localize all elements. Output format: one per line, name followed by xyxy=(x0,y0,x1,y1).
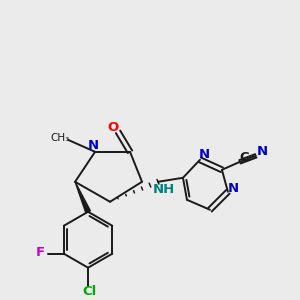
Text: F: F xyxy=(35,246,44,259)
Text: O: O xyxy=(107,122,119,134)
Text: N: N xyxy=(198,148,209,161)
Text: CH₃: CH₃ xyxy=(50,133,70,143)
Text: N: N xyxy=(256,145,267,158)
Text: N: N xyxy=(88,139,99,152)
Text: Cl: Cl xyxy=(82,285,96,298)
Text: NH: NH xyxy=(153,183,175,196)
Text: N: N xyxy=(227,182,239,195)
Polygon shape xyxy=(75,182,90,213)
Text: C: C xyxy=(239,151,249,164)
